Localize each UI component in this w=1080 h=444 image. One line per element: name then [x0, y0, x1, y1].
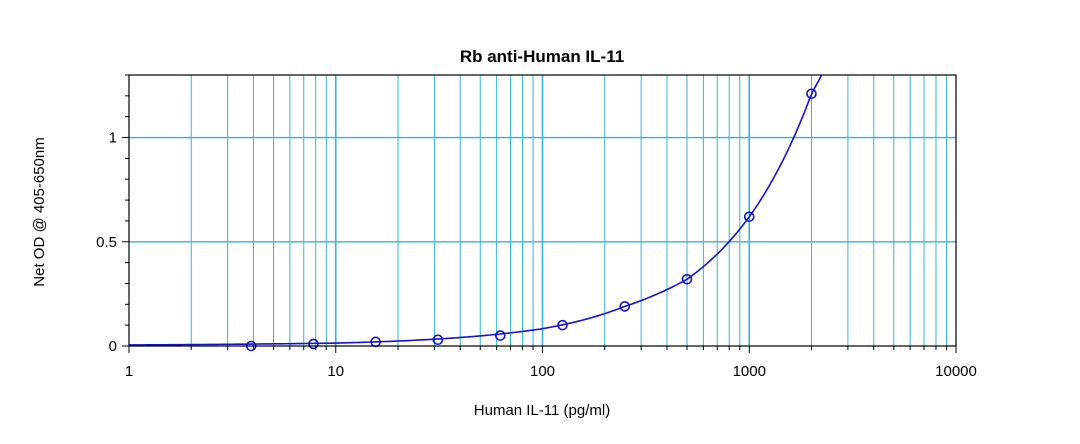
x-tick-label: 10000 — [935, 363, 977, 380]
data-point — [681, 273, 693, 285]
axis-layer: 1 10 100 1000 10000 0 0.5 1 — [96, 74, 977, 380]
data-point — [494, 330, 506, 341]
points-layer — [245, 88, 817, 352]
data-point — [743, 211, 755, 223]
data-point — [432, 334, 444, 346]
chart-title: Rb anti-Human IL-11 — [460, 47, 624, 66]
x-tick-label: 100 — [530, 363, 555, 380]
grid-layer — [129, 75, 956, 346]
y-tick-label: 0.5 — [96, 234, 117, 251]
x-tick-label: 1000 — [733, 363, 766, 380]
data-point — [557, 319, 568, 331]
fit-curve-line — [128, 74, 823, 346]
x-tick-label: 1 — [125, 363, 133, 380]
data-point — [806, 88, 817, 100]
y-tick-label: 1 — [109, 130, 117, 147]
data-point — [619, 301, 631, 312]
x-axis-label: Human IL-11 (pg/ml) — [474, 402, 610, 419]
curve-layer — [128, 74, 823, 346]
data-point — [308, 338, 319, 350]
x-tick-label: 10 — [327, 363, 344, 380]
y-tick-label: 0 — [109, 338, 117, 355]
y-axis-label: Net OD @ 405-650nm — [31, 137, 48, 286]
